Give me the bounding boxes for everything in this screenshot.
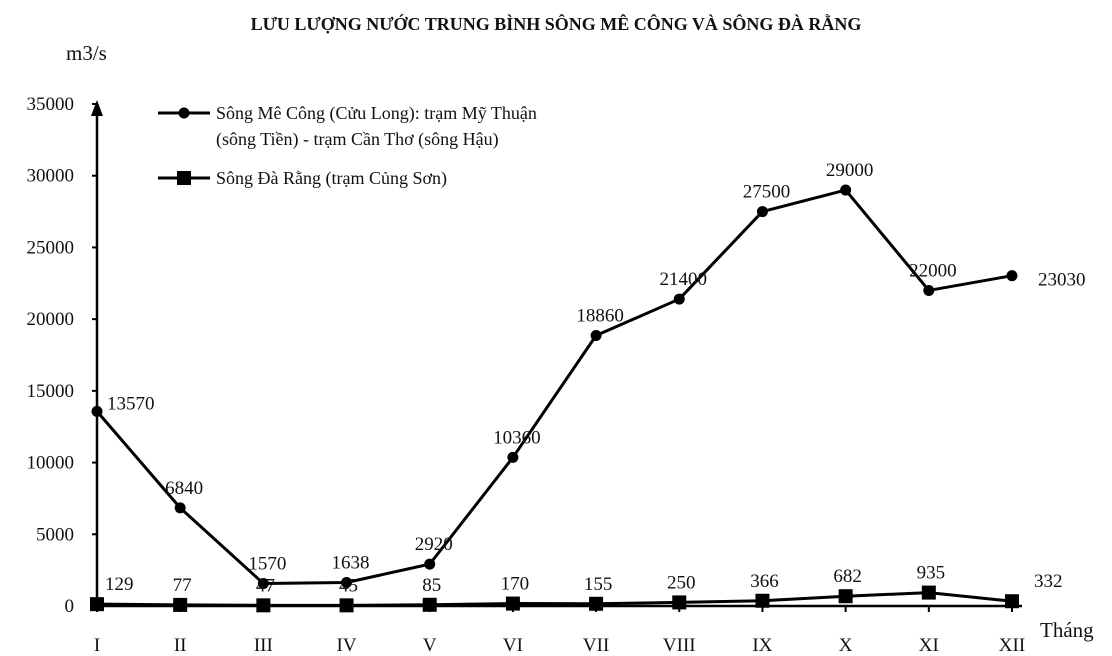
legend: Sông Mê Công (Cửu Long): trạm Mỹ Thuận (s… xyxy=(158,103,537,189)
data-label: 47 xyxy=(256,575,275,596)
data-label: 366 xyxy=(750,571,779,592)
y-tick-label: 5000 xyxy=(36,524,74,545)
y-tick-label: 0 xyxy=(65,596,75,617)
y-axis-title: m3/s xyxy=(66,41,107,65)
data-point-square xyxy=(921,585,936,600)
legend-label: (sông Tiền) - trạm Cần Thơ (sông Hậu) xyxy=(216,129,499,150)
series-line-1 xyxy=(95,188,1013,585)
data-point-square xyxy=(339,598,354,613)
data-label: 129 xyxy=(105,574,134,595)
data-label: 13570 xyxy=(107,393,155,414)
data-label: 935 xyxy=(917,563,946,584)
data-label: 6840 xyxy=(165,478,203,499)
x-tick-label: III xyxy=(254,635,273,656)
labels-layer: 13570 6840 1570 1638 2920 10360 18860 21400 2750… xyxy=(105,160,1086,596)
data-label: 170 xyxy=(501,574,530,595)
legend-circle-icon xyxy=(178,107,190,119)
data-point-square xyxy=(755,593,770,608)
x-tick-label: VI xyxy=(503,635,523,656)
x-axis-title: Tháng xyxy=(1040,618,1094,642)
data-point-circle xyxy=(673,293,685,305)
y-tick-label: 15000 xyxy=(27,381,75,402)
data-label: 18860 xyxy=(576,305,624,326)
data-point-circle xyxy=(424,558,436,570)
x-tick-label: VIII xyxy=(663,635,696,656)
legend-label: Sông Mê Công (Cửu Long): trạm Mỹ Thuận xyxy=(216,103,537,124)
data-label: 250 xyxy=(667,572,696,593)
y-ticks: 0 5000 10000 15000 20000 25000 30000 35000 xyxy=(27,94,97,617)
data-label: 1570 xyxy=(248,553,286,574)
data-point-circle xyxy=(341,577,353,589)
x-tick-label: II xyxy=(174,635,187,656)
data-label: 1638 xyxy=(332,553,370,574)
data-point-square xyxy=(90,597,104,612)
x-tick-label: V xyxy=(423,635,437,656)
data-label: 10360 xyxy=(493,427,541,448)
data-point-circle xyxy=(590,329,602,341)
data-point-square xyxy=(422,597,437,612)
data-label: 29000 xyxy=(826,160,874,181)
data-point-circle xyxy=(507,451,519,463)
x-tick-label: I xyxy=(94,635,100,656)
y-tick-label: 25000 xyxy=(27,237,75,258)
data-point-circle xyxy=(840,184,852,196)
data-point-circle xyxy=(257,577,269,589)
legend-square-icon xyxy=(177,171,191,185)
data-label: 682 xyxy=(833,566,862,587)
x-tick-label: IV xyxy=(337,635,357,656)
data-label: 332 xyxy=(1034,571,1063,592)
legend-item-2: Sông Đà Rằng (trạm Củng Sơn) xyxy=(158,168,447,189)
data-point-square xyxy=(173,597,188,612)
data-label: 85 xyxy=(422,575,441,596)
x-tick-label: IX xyxy=(752,635,772,656)
data-label: 155 xyxy=(584,574,613,595)
x-tick-label: X xyxy=(839,635,853,656)
y-tick-label: 35000 xyxy=(27,94,75,115)
data-point-circle xyxy=(1006,270,1018,282)
chart-title: LƯU LƯỢNG NƯỚC TRUNG BÌNH SÔNG MÊ CÔNG V… xyxy=(251,13,862,34)
data-point-circle xyxy=(756,206,768,218)
data-label: 23030 xyxy=(1038,270,1086,291)
series-layer xyxy=(90,184,1019,613)
y-tick-label: 20000 xyxy=(27,309,75,330)
x-ticks: I II III IV V VI VII VIII IX X XI XII xyxy=(94,606,1025,656)
data-point-circle xyxy=(91,405,103,417)
x-tick-label: VII xyxy=(583,635,609,656)
x-tick-label: XII xyxy=(999,635,1025,656)
legend-label: Sông Đà Rằng (trạm Củng Sơn) xyxy=(216,168,447,189)
y-tick-label: 30000 xyxy=(27,166,75,187)
data-point-circle xyxy=(923,284,935,296)
y-axis-arrow-icon xyxy=(91,100,103,116)
legend-item-1: Sông Mê Công (Cửu Long): trạm Mỹ Thuận (s… xyxy=(158,103,537,150)
data-point-circle xyxy=(174,502,186,514)
series-line-2 xyxy=(96,591,1013,607)
data-point-square xyxy=(589,596,604,611)
data-label: 22000 xyxy=(909,260,957,281)
data-label: 27500 xyxy=(743,182,791,203)
data-point-square xyxy=(1005,594,1019,609)
data-label: 45 xyxy=(339,575,358,596)
data-point-square xyxy=(838,589,853,604)
x-tick-label: XI xyxy=(919,635,939,656)
data-point-square xyxy=(505,596,520,611)
data-label: 77 xyxy=(173,575,192,596)
data-point-square xyxy=(256,598,271,613)
data-point-square xyxy=(672,595,687,610)
data-label: 2920 xyxy=(415,534,453,555)
data-label: 21400 xyxy=(660,269,708,290)
y-tick-label: 10000 xyxy=(27,453,75,474)
